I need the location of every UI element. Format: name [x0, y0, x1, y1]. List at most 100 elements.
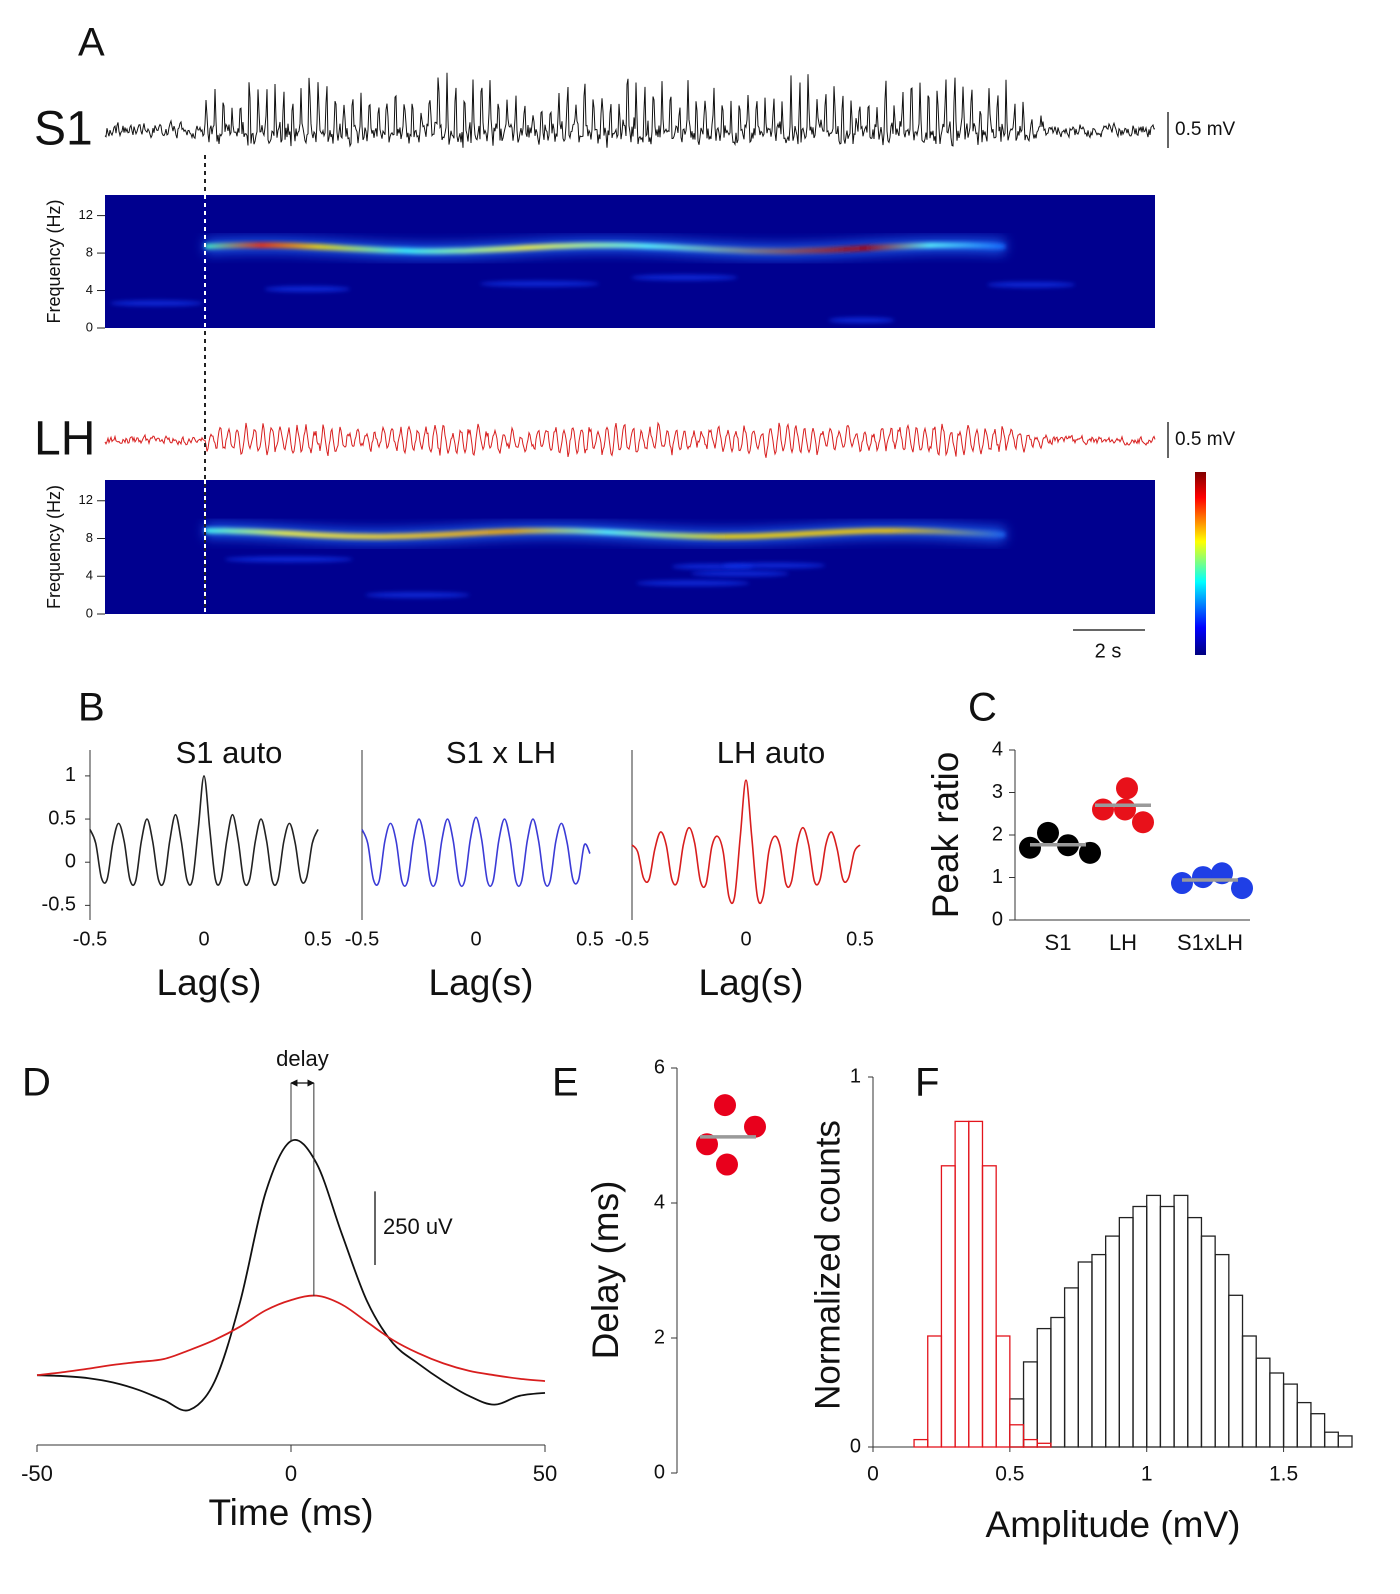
- histogram-bar: [1269, 1372, 1285, 1448]
- y-tick-label: 1: [65, 764, 76, 786]
- dot: [1114, 798, 1136, 821]
- x-tick-label: 0: [285, 1461, 297, 1486]
- y-tick-label: 3: [992, 781, 1003, 803]
- histogram-bar: [1036, 1327, 1052, 1448]
- x-tick-label: 0.5: [304, 928, 332, 950]
- x-tick-label: S1: [1045, 930, 1072, 955]
- histogram-bar: [1036, 1442, 1052, 1448]
- x-tick-label: -50: [21, 1461, 53, 1486]
- spectrogram: [105, 480, 1155, 614]
- y-tick-label: 12: [79, 492, 93, 507]
- y-tick-label: 4: [654, 1191, 665, 1213]
- dot: [1231, 877, 1253, 900]
- dot: [1192, 866, 1214, 889]
- histogram-bar: [1159, 1205, 1175, 1448]
- x-tick-label: 0.5: [576, 928, 604, 950]
- spectral-blob: [479, 280, 600, 287]
- panel-letter: C: [968, 686, 997, 730]
- dot: [714, 1094, 736, 1117]
- x-axis-label: Lag(s): [699, 962, 804, 1003]
- x-tick-label: -0.5: [345, 928, 379, 950]
- histogram-bar: [913, 1438, 929, 1448]
- spectral-blob: [365, 591, 470, 598]
- y-axis-label: Peak ratio: [925, 752, 966, 919]
- y-axis-label: Frequency (Hz): [44, 199, 64, 323]
- histogram-bar: [1310, 1413, 1326, 1448]
- trace-line: [36, 1139, 546, 1412]
- histogram-bar: [1173, 1194, 1189, 1448]
- x-tick-label: 1: [1141, 1463, 1153, 1486]
- ridge: [204, 528, 1006, 540]
- time-scale-label: 2 s: [1095, 640, 1122, 662]
- spectral-blob: [690, 570, 789, 577]
- spectral-blob: [828, 317, 895, 324]
- y-tick-label: 0.5: [48, 807, 76, 829]
- histogram-bar: [1118, 1216, 1134, 1448]
- histogram-bar: [1022, 1438, 1038, 1448]
- panel-letter: E: [552, 1061, 579, 1105]
- histogram-bar: [968, 1120, 984, 1448]
- histogram-bar: [981, 1165, 997, 1448]
- histogram-bar: [927, 1335, 943, 1448]
- x-tick-label: -0.5: [73, 928, 107, 950]
- x-tick-label: S1xLH: [1177, 930, 1243, 955]
- y-tick-label: 8: [86, 245, 93, 260]
- y-tick-label: 12: [79, 207, 93, 222]
- spectral-blob: [264, 286, 351, 293]
- histogram-bar: [1022, 1361, 1038, 1448]
- x-tick-label: 0: [740, 928, 751, 950]
- y-axis-label: Delay (ms): [585, 1181, 626, 1360]
- histogram-bar: [954, 1120, 970, 1448]
- histogram-bar: [1187, 1216, 1203, 1448]
- histogram-bar: [940, 1165, 956, 1448]
- correlogram-line: [361, 816, 591, 888]
- spectral-blob: [224, 556, 353, 563]
- y-tick-label: 8: [86, 530, 93, 545]
- x-tick-label: 0.5: [846, 928, 874, 950]
- x-tick-label: 1.5: [1269, 1463, 1298, 1486]
- spectral-blob: [722, 562, 826, 569]
- histogram-bar: [1077, 1261, 1093, 1448]
- x-axis-label: Time (ms): [208, 1492, 373, 1533]
- y-tick-label: 1: [850, 1065, 861, 1087]
- x-tick-label: 0: [470, 928, 481, 950]
- y-tick-label: 2: [654, 1326, 665, 1348]
- x-tick-label: LH: [1109, 930, 1137, 955]
- histogram-bar: [1132, 1205, 1148, 1448]
- x-tick-label: 0: [867, 1463, 879, 1486]
- correlogram-line: [89, 775, 319, 887]
- histogram-bar: [1214, 1253, 1230, 1448]
- trace-line: [36, 1294, 546, 1382]
- y-tick-label: 0: [850, 1435, 861, 1457]
- histogram-bar: [1009, 1424, 1025, 1448]
- histogram-bar: [1323, 1431, 1339, 1448]
- scale-label: 0.5 mV: [1175, 119, 1236, 140]
- dot: [1079, 841, 1101, 864]
- correlogram-line: [631, 779, 861, 905]
- dot: [1171, 872, 1193, 895]
- scale-label: 250 uV: [383, 1214, 453, 1239]
- histogram-bar: [1337, 1435, 1353, 1448]
- histogram-bar: [1063, 1287, 1079, 1448]
- dot: [696, 1133, 718, 1156]
- x-axis-label: Lag(s): [157, 962, 262, 1003]
- histogram-bar: [1282, 1383, 1298, 1448]
- panel-letter: F: [915, 1061, 939, 1105]
- panel-letter: D: [22, 1061, 51, 1105]
- chart-title: S1 x LH: [446, 735, 556, 770]
- dot: [1092, 798, 1114, 821]
- dot: [744, 1115, 766, 1138]
- x-axis-label: Amplitude (mV): [986, 1504, 1241, 1545]
- panel-letter: B: [78, 686, 105, 730]
- dot: [1037, 821, 1059, 844]
- chart-title: LH auto: [717, 735, 826, 770]
- histogram-bar: [1105, 1235, 1120, 1448]
- channel-label: S1: [34, 103, 93, 156]
- histogram-bar: [1255, 1357, 1271, 1448]
- histogram-bar: [1296, 1401, 1312, 1448]
- histogram-bar: [1009, 1398, 1025, 1448]
- spectral-blob: [110, 300, 203, 307]
- dot: [716, 1153, 738, 1176]
- histogram-bar: [1241, 1335, 1257, 1448]
